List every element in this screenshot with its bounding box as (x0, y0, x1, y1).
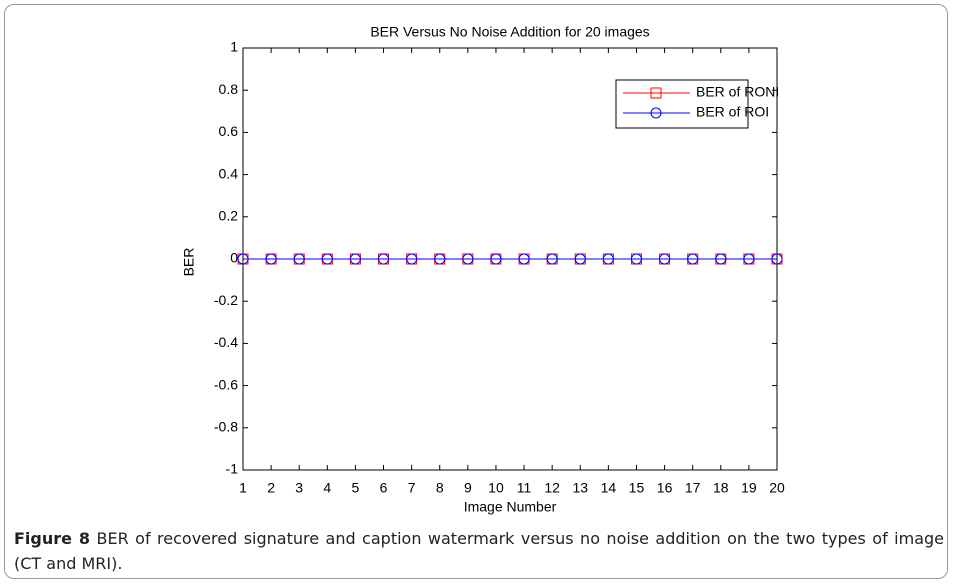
marker-circle (293, 253, 305, 265)
marker-circle (321, 253, 333, 265)
y-tick-label: -0.8 (214, 419, 238, 435)
x-tick-label: 10 (488, 480, 504, 496)
legend-label: BER of ROI (696, 104, 769, 120)
y-tick-label: -0.6 (214, 376, 238, 392)
chart: BER Versus No Noise Addition for 20 imag… (181, 24, 785, 515)
marker-circle (743, 253, 755, 265)
marker-circle (771, 253, 783, 265)
chart-title: BER Versus No Noise Addition for 20 imag… (370, 24, 649, 40)
y-tick-label: 0.8 (219, 81, 239, 97)
y-tick-label: -1 (226, 461, 239, 477)
x-tick-label: 18 (713, 480, 729, 496)
marker-circle (406, 253, 418, 265)
marker-circle (602, 253, 614, 265)
legend-label: BER of RONI (696, 84, 779, 100)
marker-circle (715, 253, 727, 265)
x-tick-label: 9 (464, 480, 472, 496)
marker-circle (265, 253, 277, 265)
x-tick-label: 6 (380, 480, 388, 496)
x-tick-label: 11 (517, 480, 532, 496)
y-tick-label: -0.2 (214, 292, 238, 308)
marker-circle (630, 253, 642, 265)
marker-circle (378, 253, 390, 265)
x-tick-label: 15 (629, 480, 645, 496)
marker-circle (687, 253, 699, 265)
x-tick-label: 8 (436, 480, 444, 496)
x-tick-label: 19 (741, 480, 757, 496)
marker-circle (574, 253, 586, 265)
x-tick-label: 4 (323, 480, 331, 496)
figure-frame (4, 4, 948, 579)
x-tick-label: 12 (544, 480, 560, 496)
legend: BER of RONI BER of ROI (615, 79, 779, 129)
legend-marker (650, 87, 662, 99)
marker-circle (349, 253, 361, 265)
x-tick-label: 5 (352, 480, 360, 496)
y-tick-label: -0.4 (214, 334, 238, 350)
legend-box (615, 79, 749, 129)
marker-circle (490, 253, 502, 265)
y-tick-label: 1 (230, 39, 238, 55)
marker-circle (659, 253, 671, 265)
caption-label: Figure 8 (14, 529, 91, 548)
x-tick-label: 20 (769, 480, 785, 496)
x-tick-label: 7 (408, 480, 416, 496)
x-tick-label: 14 (601, 480, 617, 496)
y-tick-label: 0.4 (219, 165, 239, 181)
marker-circle (462, 253, 474, 265)
x-tick-label: 13 (572, 480, 588, 496)
caption-text: BER of recovered signature and caption w… (14, 529, 945, 573)
x-axis-label: Image Number (464, 499, 557, 515)
figure-caption: Figure 8 BER of recovered signature and … (14, 526, 944, 576)
marker-circle (434, 253, 446, 265)
y-tick-label: 0 (230, 250, 238, 266)
x-tick-label: 16 (657, 480, 673, 496)
x-tick-label: 17 (685, 480, 701, 496)
marker-circle (518, 253, 530, 265)
x-tick-label: 1 (239, 480, 247, 496)
marker-circle (237, 253, 249, 265)
y-tick-label: 0.2 (219, 208, 239, 224)
y-tick-label: 0.6 (219, 123, 239, 139)
marker-circle (546, 253, 558, 265)
legend-marker (650, 107, 662, 119)
x-tick-label: 3 (295, 480, 303, 496)
x-tick-label: 2 (267, 480, 275, 496)
y-axis-label: BER (181, 248, 197, 277)
